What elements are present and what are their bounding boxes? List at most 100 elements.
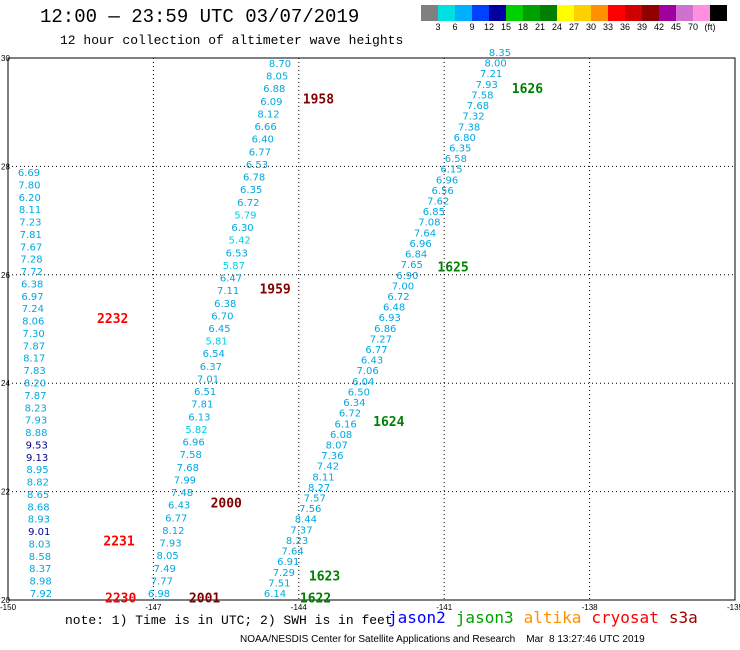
wave-height-value: 8.68	[27, 502, 49, 513]
wave-height-value: 7.32	[462, 112, 484, 123]
wave-height-value: 6.14	[264, 589, 286, 600]
color-scale-label: 42	[653, 22, 664, 32]
wave-height-value: 8.20	[24, 379, 46, 390]
wave-height-value: 8.12	[162, 526, 184, 537]
wave-height-value: 7.92	[30, 589, 52, 600]
wave-height-value: 8.06	[22, 317, 44, 328]
color-scale-bar	[421, 5, 727, 21]
wave-height-value: 6.90	[396, 271, 418, 282]
wave-height-value: 7.93	[25, 416, 47, 427]
wave-height-value: 6.97	[21, 292, 43, 303]
wave-height-value: 7.87	[24, 391, 46, 402]
wave-height-value: 8.17	[23, 354, 45, 365]
wave-height-value: 5.87	[223, 261, 245, 272]
wave-height-value: 8.05	[157, 551, 179, 562]
wave-height-value: 6.40	[252, 135, 274, 146]
color-scale-label: 9	[469, 22, 475, 32]
lat-tick-label: 20	[1, 596, 10, 605]
wave-height-value: 6.66	[254, 122, 276, 133]
wave-height-value: 6.15	[440, 165, 462, 176]
color-swatch	[642, 5, 659, 21]
wave-height-value: 7.27	[370, 334, 392, 345]
lon-tick-label: -141	[436, 603, 453, 612]
wave-height-value: 6.53	[226, 248, 248, 259]
lon-tick-label: -135	[727, 603, 740, 612]
wave-height-value: 7.21	[480, 69, 502, 80]
color-scale-label: 6	[452, 22, 458, 32]
legend-item-altika: altika	[523, 608, 582, 627]
map-frame	[7, 57, 736, 601]
wave-height-value: 8.12	[257, 109, 279, 120]
color-scale-label: 3	[435, 22, 441, 32]
wave-height-value: 6.78	[243, 173, 265, 184]
color-swatch	[625, 5, 642, 21]
wave-height-value: 6.98	[148, 589, 170, 600]
lon-tick-label: -144	[291, 603, 308, 612]
color-swatch	[489, 5, 506, 21]
wave-height-value: 9.01	[28, 527, 50, 538]
wave-height-value: 7.83	[24, 366, 46, 377]
wave-height-value: 7.28	[20, 255, 42, 266]
wave-height-value: 6.35	[449, 143, 471, 154]
wave-height-value: 7.72	[21, 267, 43, 278]
wave-height-value: 8.95	[26, 465, 48, 476]
wave-height-value: 7.29	[273, 568, 295, 579]
wave-height-value: 8.65	[27, 490, 49, 501]
wave-height-value: 7.58	[180, 450, 202, 461]
pass-time-label: 1625	[437, 261, 468, 276]
color-scale-label: 45	[670, 22, 681, 32]
wave-height-value: 5.81	[205, 337, 227, 348]
wave-height-value: 9.53	[26, 440, 48, 451]
wave-height-value: 6.72	[339, 409, 361, 420]
wave-height-value: 8.03	[28, 539, 50, 550]
wave-height-value: 7.00	[392, 281, 414, 292]
wave-height-value: 6.96	[182, 438, 204, 449]
wave-height-value: 6.47	[220, 274, 242, 285]
color-swatch	[608, 5, 625, 21]
color-scale-label: 12	[483, 22, 494, 32]
wave-height-value: 8.82	[27, 478, 49, 489]
wave-height-value: 6.77	[165, 513, 187, 524]
wave-height-value: 6.13	[188, 412, 210, 423]
legend-item-jason3: jason3	[455, 608, 514, 627]
color-swatch	[421, 5, 438, 21]
satellite-legend: jason2 jason3 altika cryosat s3a	[388, 608, 708, 627]
lon-tick-label: -138	[582, 603, 599, 612]
lat-tick-label: 30	[1, 54, 10, 63]
color-swatch	[472, 5, 489, 21]
color-scale-label: 70	[687, 22, 698, 32]
wave-height-value: 6.69	[18, 168, 40, 179]
wave-height-value: 8.27	[308, 483, 330, 494]
wave-height-value: 7.87	[23, 341, 45, 352]
wave-height-value: 6.43	[168, 501, 190, 512]
lon-tick-label: -147	[145, 603, 162, 612]
wave-height-value: 8.11	[312, 472, 334, 483]
color-scale-label: 18	[517, 22, 528, 32]
legend-item-jason2: jason2	[388, 608, 446, 627]
wave-height-value: 8.88	[25, 428, 47, 439]
wave-height-value: 8.23	[286, 536, 308, 547]
legend-item-cryosat: cryosat	[591, 608, 659, 627]
wave-height-value: 6.96	[409, 239, 431, 250]
wave-height-value: 8.23	[25, 403, 47, 414]
pass-time-label: 1622	[300, 591, 331, 606]
wave-height-value: 6.20	[19, 193, 41, 204]
wave-height-value: 7.68	[177, 463, 199, 474]
color-swatch	[676, 5, 693, 21]
lat-tick-label: 28	[1, 162, 10, 171]
pass-time-label: 2232	[97, 312, 128, 327]
wave-height-value: 6.86	[374, 324, 396, 335]
wave-height-value: 6.77	[249, 147, 271, 158]
wave-height-value: 6.43	[361, 356, 383, 367]
wave-height-value: 6.50	[348, 387, 370, 398]
wave-height-value: 7.01	[197, 374, 219, 385]
wave-height-value: 5.79	[234, 210, 256, 221]
lat-tick-label: 26	[1, 271, 10, 280]
wave-height-value: 7.62	[427, 197, 449, 208]
color-scale-label: 30	[585, 22, 596, 32]
wave-height-value: 6.96	[436, 175, 458, 186]
wave-height-value: 7.67	[20, 242, 42, 253]
lat-tick-label: 22	[1, 488, 10, 497]
wave-height-value: 7.51	[268, 578, 290, 589]
wave-height-value: 7.23	[19, 218, 41, 229]
